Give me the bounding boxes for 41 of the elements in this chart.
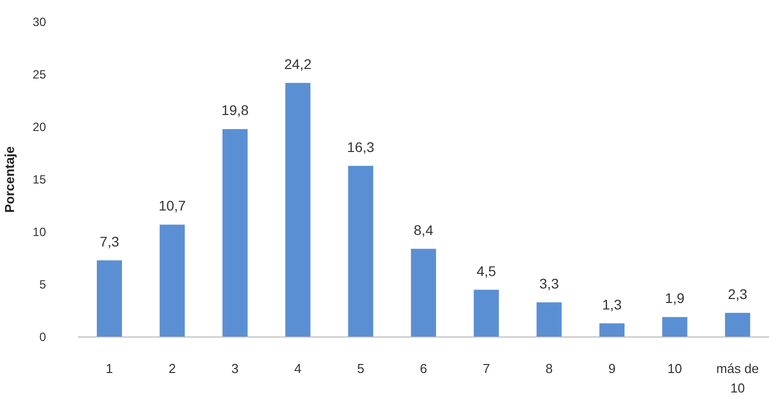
x-tick-label: 7 xyxy=(482,361,490,376)
data-label: 7,3 xyxy=(100,233,120,250)
data-label: 1,3 xyxy=(602,296,622,312)
x-tick-label: 9 xyxy=(608,361,616,376)
data-label: 19,8 xyxy=(221,102,249,118)
data-label: 2,3 xyxy=(728,286,748,302)
x-tick-label: 8 xyxy=(546,361,553,376)
data-label: 3,3 xyxy=(539,275,560,292)
bar xyxy=(96,260,122,337)
data-label: 4,5 xyxy=(476,262,496,279)
x-tick-label: más de 10 xyxy=(716,361,759,396)
data-label: 24,2 xyxy=(284,56,312,72)
bar xyxy=(410,248,436,337)
bar xyxy=(662,317,688,337)
y-tick-label: 20 xyxy=(32,120,46,134)
data-label: 10,7 xyxy=(158,198,186,214)
x-tick-label: 10 xyxy=(668,361,682,376)
bar xyxy=(536,302,562,337)
data-label: 8,4 xyxy=(414,222,434,238)
x-tick-label: 5 xyxy=(357,361,364,376)
x-tick-label: 6 xyxy=(420,361,428,376)
y-tick-label: 0 xyxy=(39,330,46,344)
bar xyxy=(285,82,310,337)
data-label: 16,3 xyxy=(347,138,375,155)
y-tick-label: 30 xyxy=(32,15,46,30)
x-tick-label: 2 xyxy=(168,361,176,376)
y-tick-label: 10 xyxy=(32,225,46,240)
y-tick-label: 5 xyxy=(39,278,46,292)
x-tick-label: 1 xyxy=(106,361,114,376)
y-tick-label: 25 xyxy=(32,68,46,82)
x-tick-label: 3 xyxy=(231,361,239,376)
bar xyxy=(599,323,625,337)
y-axis-title: Porcentaje xyxy=(2,146,17,213)
x-tick-label: 4 xyxy=(294,361,302,376)
bar xyxy=(474,290,499,337)
data-label: 1,9 xyxy=(665,290,685,306)
bar xyxy=(348,166,374,337)
bar xyxy=(160,224,185,337)
y-tick-label: 15 xyxy=(32,172,46,187)
bar xyxy=(725,312,750,337)
bar xyxy=(222,129,248,337)
